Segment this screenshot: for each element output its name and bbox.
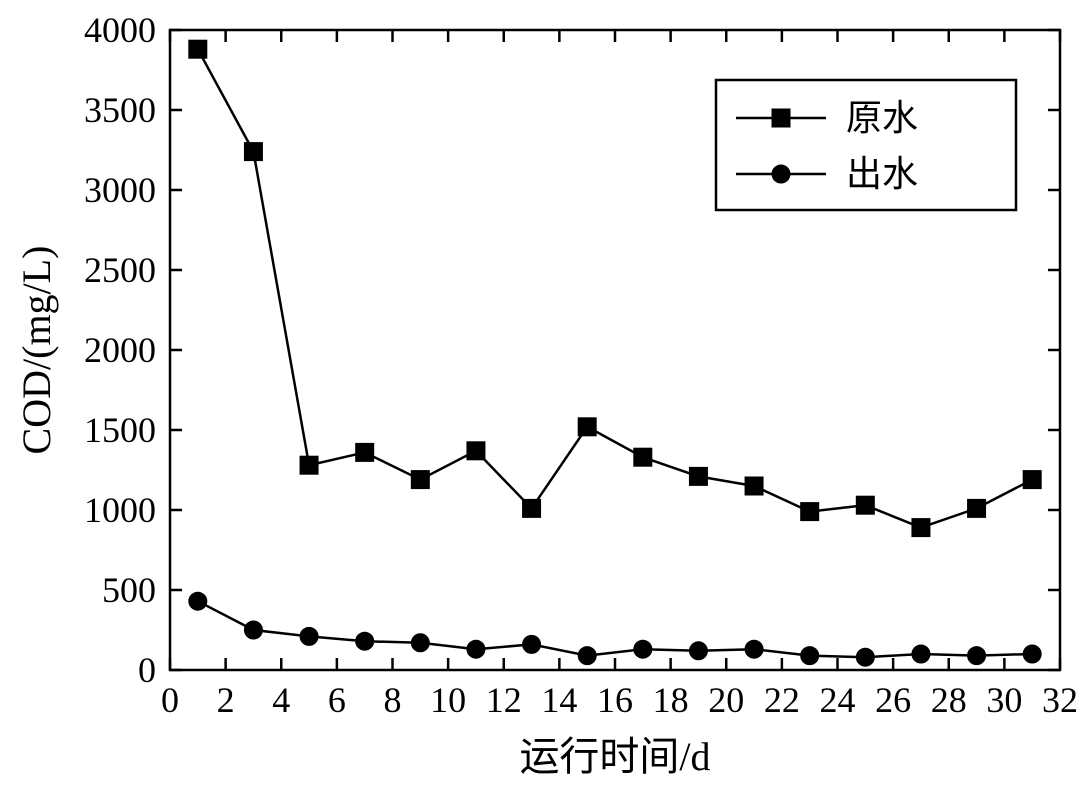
circle-marker-icon (689, 642, 707, 660)
y-tick-label: 1000 (84, 490, 156, 530)
circle-marker-icon (634, 640, 652, 658)
square-marker-icon (356, 443, 374, 461)
square-marker-icon (189, 40, 207, 58)
x-tick-label: 28 (931, 680, 967, 720)
x-tick-label: 24 (820, 680, 856, 720)
legend-label: 出水 (846, 154, 918, 194)
square-marker-icon (856, 496, 874, 514)
x-tick-label: 8 (384, 680, 402, 720)
square-marker-icon (912, 519, 930, 537)
y-tick-label: 2000 (84, 330, 156, 370)
square-marker-icon (801, 503, 819, 521)
circle-marker-icon (523, 635, 541, 653)
legend: 原水出水 (716, 80, 1016, 210)
square-marker-icon (244, 143, 262, 161)
y-tick-label: 0 (138, 650, 156, 690)
square-marker-icon (745, 477, 763, 495)
y-tick-label: 500 (102, 570, 156, 610)
square-marker-icon (300, 456, 318, 474)
y-tick-label: 1500 (84, 410, 156, 450)
x-tick-label: 18 (653, 680, 689, 720)
square-marker-icon (1023, 471, 1041, 489)
circle-marker-icon (968, 647, 986, 665)
y-tick-label: 4000 (84, 10, 156, 50)
square-marker-icon (411, 471, 429, 489)
circle-marker-icon (912, 645, 930, 663)
circle-marker-icon (1023, 645, 1041, 663)
x-tick-label: 12 (486, 680, 522, 720)
square-marker-icon (523, 499, 541, 517)
x-tick-label: 14 (541, 680, 577, 720)
square-marker-icon (968, 499, 986, 517)
circle-marker-icon (745, 640, 763, 658)
circle-marker-icon (300, 627, 318, 645)
circle-marker-icon (772, 165, 790, 183)
square-marker-icon (772, 109, 790, 127)
y-tick-label: 3000 (84, 170, 156, 210)
chart-svg: 0246810121416182022242628303205001000150… (0, 0, 1086, 803)
x-tick-label: 6 (328, 680, 346, 720)
x-axis-label: 运行时间/d (519, 734, 710, 779)
x-tick-label: 4 (272, 680, 290, 720)
x-tick-label: 2 (217, 680, 235, 720)
circle-marker-icon (578, 647, 596, 665)
square-marker-icon (467, 442, 485, 460)
circle-marker-icon (856, 648, 874, 666)
x-tick-label: 10 (430, 680, 466, 720)
x-tick-label: 32 (1042, 680, 1078, 720)
circle-marker-icon (244, 621, 262, 639)
circle-marker-icon (411, 634, 429, 652)
circle-marker-icon (189, 592, 207, 610)
square-marker-icon (578, 418, 596, 436)
square-marker-icon (689, 467, 707, 485)
square-marker-icon (634, 448, 652, 466)
x-tick-label: 16 (597, 680, 633, 720)
circle-marker-icon (467, 640, 485, 658)
y-axis-label: COD/(mg/L) (14, 246, 59, 455)
y-tick-label: 3500 (84, 90, 156, 130)
x-tick-label: 20 (708, 680, 744, 720)
x-tick-label: 30 (986, 680, 1022, 720)
chart-container: 0246810121416182022242628303205001000150… (0, 0, 1086, 803)
x-tick-label: 26 (875, 680, 911, 720)
circle-marker-icon (356, 632, 374, 650)
x-tick-label: 22 (764, 680, 800, 720)
legend-label: 原水 (846, 98, 918, 138)
x-tick-label: 0 (161, 680, 179, 720)
y-tick-label: 2500 (84, 250, 156, 290)
circle-marker-icon (801, 647, 819, 665)
